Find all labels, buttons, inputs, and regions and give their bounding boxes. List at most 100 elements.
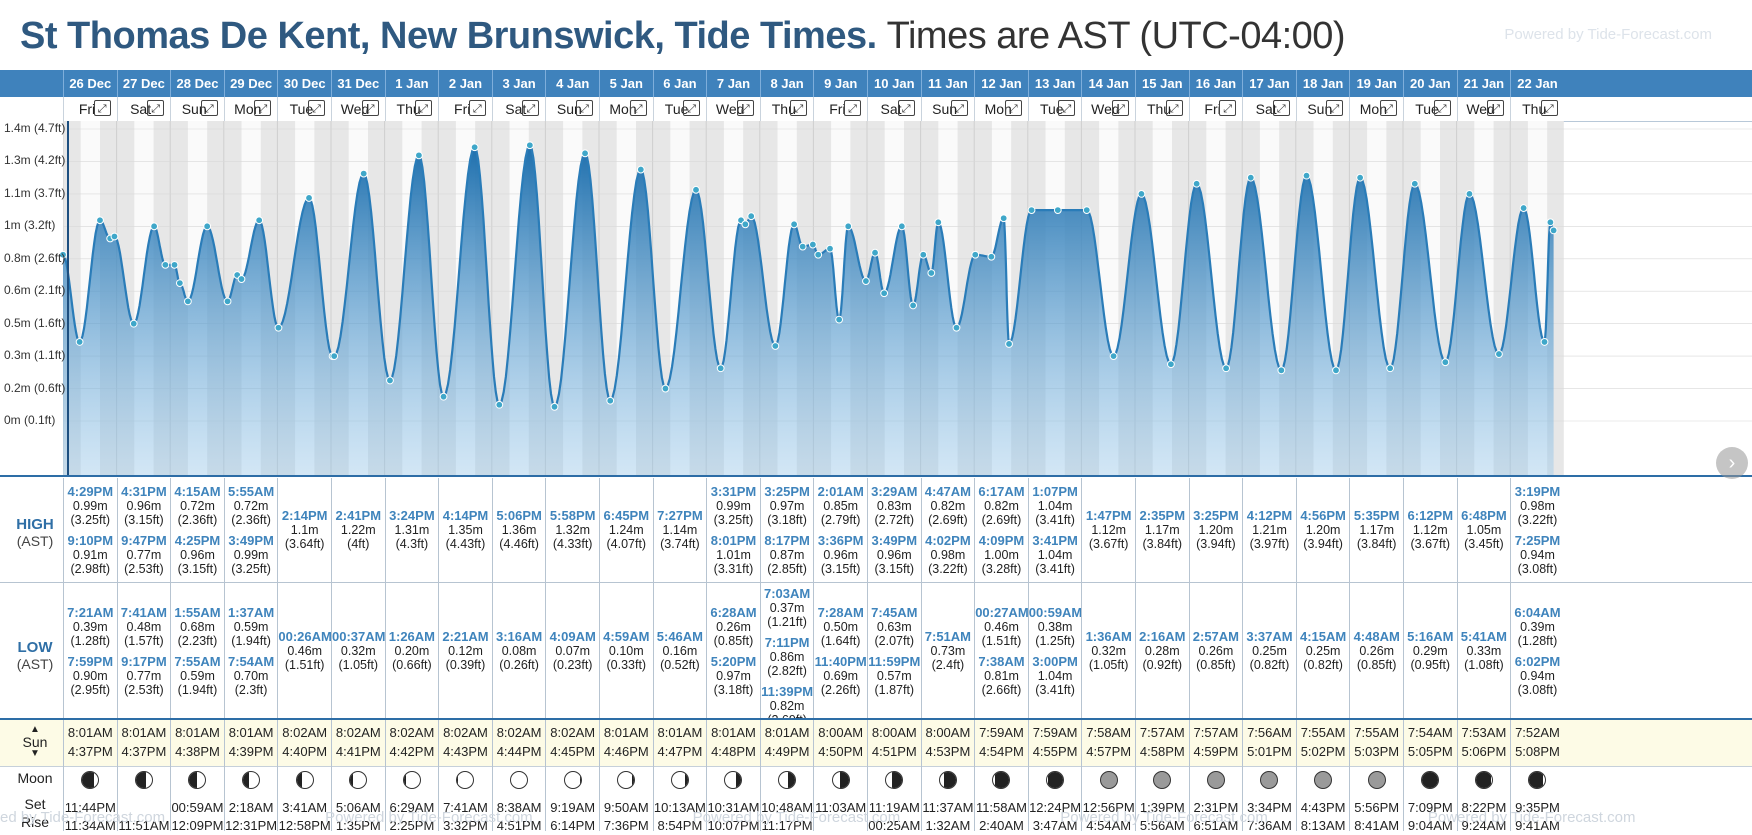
tide-extreme-point[interactable] xyxy=(606,396,615,405)
tide-extreme-point[interactable] xyxy=(1137,189,1146,198)
tide-extreme-point[interactable] xyxy=(1549,226,1558,235)
tide-extreme-point[interactable] xyxy=(808,240,817,249)
tide-extreme-point[interactable] xyxy=(1441,358,1450,367)
tide-extreme-point[interactable] xyxy=(897,222,906,231)
tide-extreme-point[interactable] xyxy=(747,212,756,221)
expand-day-icon[interactable]: ⤢ xyxy=(147,100,165,116)
tide-extreme-point[interactable] xyxy=(814,250,823,259)
expand-day-icon[interactable]: ⤢ xyxy=(361,100,379,116)
expand-day-icon[interactable]: ⤢ xyxy=(790,100,808,116)
tide-extreme-point[interactable] xyxy=(330,352,339,361)
tide-extreme-point[interactable] xyxy=(1356,173,1365,182)
tide-extreme-point[interactable] xyxy=(661,384,670,393)
expand-day-icon[interactable]: ⤢ xyxy=(307,100,325,116)
tide-extreme-point[interactable] xyxy=(927,269,936,277)
tide-extreme-point[interactable] xyxy=(470,143,479,152)
tide-extreme-point[interactable] xyxy=(183,297,192,306)
tide-extreme-point[interactable] xyxy=(1465,189,1474,198)
tide-extreme-point[interactable] xyxy=(919,250,928,259)
tide-extreme-point[interactable] xyxy=(495,400,504,409)
tide-extreme-point[interactable] xyxy=(987,252,996,261)
tide-extreme-point[interactable] xyxy=(716,364,725,373)
expand-day-icon[interactable]: ⤢ xyxy=(1379,100,1397,116)
tide-extreme-point[interactable] xyxy=(59,250,67,259)
tide-extreme-point[interactable] xyxy=(871,248,879,257)
tide-extreme-point[interactable] xyxy=(255,216,264,225)
scroll-right-button[interactable]: › xyxy=(1716,447,1748,479)
expand-day-icon[interactable]: ⤢ xyxy=(1487,100,1505,116)
tide-extreme-point[interactable] xyxy=(1005,340,1013,348)
expand-day-icon[interactable]: ⤢ xyxy=(415,100,433,116)
tide-extreme-point[interactable] xyxy=(1410,179,1419,188)
tide-extreme-point[interactable] xyxy=(880,289,889,298)
tide-extreme-point[interactable] xyxy=(790,220,799,229)
tide-extreme-point[interactable] xyxy=(415,151,423,160)
tide-extreme-point[interactable] xyxy=(826,244,834,253)
expand-day-icon[interactable]: ⤢ xyxy=(683,100,701,116)
tide-extreme-point[interactable] xyxy=(636,165,645,174)
tide-extreme-point[interactable] xyxy=(1495,350,1503,358)
tide-extreme-point[interactable] xyxy=(692,185,700,194)
tide-extreme-point[interactable] xyxy=(129,319,138,328)
tide-extreme-point[interactable] xyxy=(75,338,84,346)
tide-extreme-point[interactable] xyxy=(1246,173,1255,182)
tide-extreme-point[interactable] xyxy=(844,222,853,231)
expand-day-icon[interactable]: ⤢ xyxy=(200,100,218,116)
expand-day-icon[interactable]: ⤢ xyxy=(1111,100,1129,116)
tide-extreme-point[interactable] xyxy=(835,315,844,324)
tide-extreme-point[interactable] xyxy=(1546,218,1555,227)
tide-extreme-point[interactable] xyxy=(110,232,119,241)
expand-day-icon[interactable]: ⤢ xyxy=(897,100,915,116)
expand-day-icon[interactable]: ⤢ xyxy=(1058,100,1076,116)
tide-extreme-point[interactable] xyxy=(971,250,980,259)
expand-day-icon[interactable]: ⤢ xyxy=(254,100,272,116)
tide-extreme-point[interactable] xyxy=(386,376,394,385)
tide-extreme-point[interactable] xyxy=(1192,179,1201,188)
tide-extreme-point[interactable] xyxy=(1109,352,1118,361)
tide-extreme-point[interactable] xyxy=(952,323,961,332)
expand-day-icon[interactable]: ⤢ xyxy=(522,100,540,116)
tide-extreme-point[interactable] xyxy=(862,277,870,285)
tide-extreme-point[interactable] xyxy=(1082,206,1091,215)
tide-extreme-point[interactable] xyxy=(1302,171,1311,180)
tide-extreme-point[interactable] xyxy=(170,260,179,269)
tide-extreme-point[interactable] xyxy=(359,169,368,178)
tide-extreme-point[interactable] xyxy=(741,220,750,229)
tide-extreme-point[interactable] xyxy=(161,260,170,269)
tide-extreme-point[interactable] xyxy=(203,222,212,231)
tide-extreme-point[interactable] xyxy=(1277,366,1286,375)
tide-extreme-point[interactable] xyxy=(550,402,559,411)
tide-extreme-point[interactable] xyxy=(1386,364,1395,373)
expand-day-icon[interactable]: ⤢ xyxy=(575,100,593,116)
tide-extreme-point[interactable] xyxy=(1053,206,1062,215)
expand-day-icon[interactable]: ⤢ xyxy=(1004,100,1022,116)
expand-day-icon[interactable]: ⤢ xyxy=(629,100,647,116)
tide-extreme-point[interactable] xyxy=(1519,204,1528,212)
tide-extreme-point[interactable] xyxy=(1027,206,1036,215)
expand-day-icon[interactable]: ⤢ xyxy=(93,100,111,116)
expand-day-icon[interactable]: ⤢ xyxy=(1219,100,1237,116)
tide-extreme-point[interactable] xyxy=(1222,364,1231,373)
tide-extreme-point[interactable] xyxy=(1167,360,1175,369)
expand-day-icon[interactable]: ⤢ xyxy=(736,100,754,116)
expand-day-icon[interactable]: ⤢ xyxy=(1540,100,1558,116)
tide-extreme-point[interactable] xyxy=(1332,366,1340,375)
tide-extreme-point[interactable] xyxy=(798,242,807,251)
tide-extreme-point[interactable] xyxy=(223,297,232,306)
tide-extreme-point[interactable] xyxy=(581,149,589,158)
tide-extreme-point[interactable] xyxy=(439,392,448,401)
tide-extreme-point[interactable] xyxy=(237,275,246,283)
tide-extreme-point[interactable] xyxy=(909,301,917,310)
tide-extreme-point[interactable] xyxy=(305,194,313,202)
tide-extreme-point[interactable] xyxy=(999,214,1008,223)
tide-extreme-point[interactable] xyxy=(96,216,104,225)
expand-day-icon[interactable]: ⤢ xyxy=(1433,100,1451,116)
expand-day-icon[interactable]: ⤢ xyxy=(1326,100,1344,116)
expand-day-icon[interactable]: ⤢ xyxy=(1272,100,1290,116)
expand-day-icon[interactable]: ⤢ xyxy=(1165,100,1183,116)
tide-extreme-point[interactable] xyxy=(1540,338,1549,346)
tide-extreme-point[interactable] xyxy=(934,218,943,227)
expand-day-icon[interactable]: ⤢ xyxy=(843,100,861,116)
tide-extreme-point[interactable] xyxy=(525,141,534,150)
tide-extreme-point[interactable] xyxy=(274,323,283,332)
